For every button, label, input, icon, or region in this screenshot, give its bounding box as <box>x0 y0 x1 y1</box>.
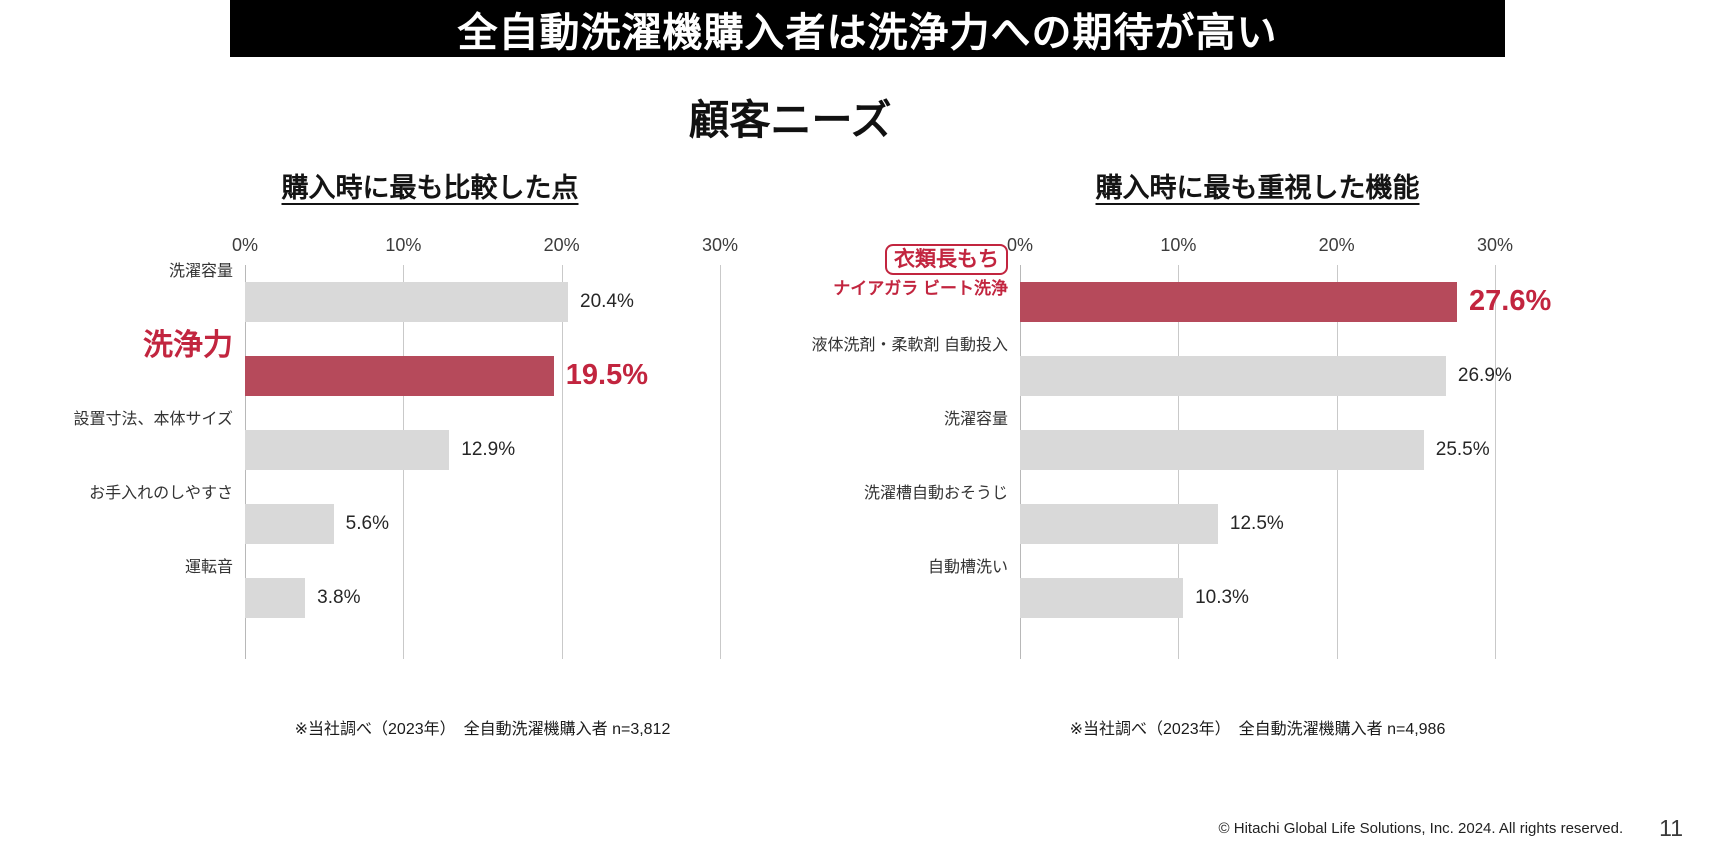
chart-valued-features: 購入時に最も重視した機能 衣類長もちナイアガラ ビート洗浄液体洗剤・柔軟剤 自動… <box>775 170 1552 739</box>
category-label: 洗濯容量 <box>168 262 233 280</box>
plot-column: 0% 10% 20% 30% 27.6% 26.9% 25.5% 12.5% 10.3% <box>1007 234 1551 659</box>
axis-tick-label: 0% <box>231 234 259 255</box>
bar <box>245 355 554 396</box>
axis-tick-label: 10% <box>385 234 422 255</box>
axis-tick-label: 10% <box>1160 234 1197 255</box>
value-label: 10.3% <box>1195 586 1249 608</box>
category-label: 洗浄力 <box>143 329 233 363</box>
chart-body: 衣類長もちナイアガラ ビート洗浄液体洗剤・柔軟剤 自動投入洗濯容量洗濯槽自動おそ… <box>775 234 1551 659</box>
footnote: ※当社調べ（2023年） 全自動洗濯機購入者 n=4,986 <box>1069 720 1446 738</box>
table-row: 27.6% <box>1020 265 1551 339</box>
slide-banner: 全自動洗濯機購入者は洗浄力への期待が高い <box>230 0 1505 57</box>
gridline <box>561 264 563 659</box>
bar <box>1020 355 1446 396</box>
category-label: 洗濯槽自動おそうじ <box>863 484 1008 502</box>
bar <box>245 503 334 544</box>
category-label: 設置寸法、本体サイズ <box>73 410 233 428</box>
value-label: 5.6% <box>345 512 389 534</box>
plot-area: 20.4% 19.5% 12.9% 5.6% 3.8% <box>245 264 721 659</box>
chart-title: 購入時に最も比較した点 <box>281 173 579 203</box>
value-label: 25.5% <box>1435 438 1490 460</box>
axis-tick-label: 30% <box>701 234 739 255</box>
table-row: 20.4% <box>245 265 720 339</box>
page-number: 11 <box>1659 815 1683 841</box>
page-title: 顧客ニーズ <box>688 97 892 143</box>
table-row: 12.5% <box>1020 487 1495 561</box>
bar <box>1020 281 1457 322</box>
footnote: ※当社調べ（2023年） 全自動洗濯機購入者 n=3,812 <box>294 720 671 738</box>
axis-tick-label: 0% <box>1006 234 1034 255</box>
category-label: 液体洗剤・柔軟剤 自動投入 <box>811 336 1008 354</box>
bar <box>1020 503 1218 544</box>
category-badge: 衣類長もち <box>885 244 1008 276</box>
axis-tick-label: 20% <box>543 234 580 255</box>
chart-body: 洗濯容量洗浄力設置寸法、本体サイズお手入れのしやすさ運転音 0% 10% 20% 30… <box>70 235 790 659</box>
bar <box>1020 429 1424 470</box>
plot-column: 0% 10% 20% 30% 20.4% 19.5% 12.9% 5.6% 3.8% <box>232 234 738 659</box>
table-row: 26.9% <box>1020 339 1512 413</box>
bar <box>245 577 306 618</box>
table-row: 25.5% <box>1020 413 1495 487</box>
value-label: 26.9% <box>1457 364 1512 386</box>
axis-tick-label: 20% <box>1318 234 1355 255</box>
table-row: 5.6% <box>245 487 720 561</box>
axis-tick-label: 30% <box>1476 234 1514 255</box>
value-label: 3.8% <box>317 586 361 608</box>
x-axis: 0% 10% 20% 30% <box>232 234 738 265</box>
value-label: 27.6% <box>1469 285 1552 318</box>
category-labels: 洗濯容量洗浄力設置寸法、本体サイズお手入れのしやすさ運転音 <box>70 235 245 659</box>
bar <box>245 281 568 322</box>
category-label: 衣類長もちナイアガラ ビート洗浄 <box>775 235 1008 309</box>
table-row: 12.9% <box>245 413 720 487</box>
category-label: 自動槽洗い <box>927 558 1008 576</box>
category-label: 運転音 <box>184 558 233 576</box>
value-label: 12.5% <box>1229 512 1284 534</box>
chart-title: 購入時に最も重視した機能 <box>1095 173 1420 203</box>
table-row: 19.5% <box>245 339 720 413</box>
value-label: 19.5% <box>565 359 648 392</box>
category-label: お手入れのしやすさ <box>89 484 233 502</box>
category-label-line: ナイアガラ ビート洗浄 <box>833 279 1008 299</box>
bar <box>1020 577 1184 618</box>
category-labels: 衣類長もちナイアガラ ビート洗浄液体洗剤・柔軟剤 自動投入洗濯容量洗濯槽自動おそ… <box>775 235 1020 659</box>
table-row: 10.3% <box>1020 561 1495 635</box>
chart-compared-points: 購入時に最も比較した点 洗濯容量洗浄力設置寸法、本体サイズお手入れのしやすさ運転… <box>70 170 790 739</box>
copyright: © Hitachi Global Life Solutions, Inc. 20… <box>1218 820 1624 837</box>
banner-title: 全自動洗濯機購入者は洗浄力への期待が高い <box>457 10 1278 55</box>
slide-footer: © Hitachi Global Life Solutions, Inc. 20… <box>1219 815 1683 842</box>
plot-area: 27.6% 26.9% 25.5% 12.5% 10.3% <box>1020 264 1551 659</box>
bar-rows: 20.4% 19.5% 12.9% 5.6% 3.8% <box>245 265 720 635</box>
gridline <box>1495 264 1496 659</box>
gridline <box>720 264 721 659</box>
value-label: 12.9% <box>461 438 516 460</box>
bar-rows: 27.6% 26.9% 25.5% 12.5% 10.3% <box>1020 265 1551 635</box>
x-axis: 0% 10% 20% 30% <box>1007 234 1513 265</box>
category-label: 洗濯容量 <box>943 410 1008 428</box>
value-label: 20.4% <box>580 290 634 312</box>
table-row: 3.8% <box>245 561 720 635</box>
bar <box>245 429 450 470</box>
